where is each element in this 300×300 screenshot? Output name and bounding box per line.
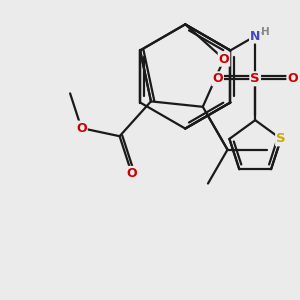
Text: H: H	[261, 27, 270, 37]
Text: S: S	[276, 132, 286, 146]
Text: O: O	[219, 53, 229, 66]
Text: O: O	[76, 122, 87, 135]
Text: S: S	[250, 72, 260, 85]
Text: O: O	[287, 72, 298, 85]
Text: O: O	[126, 167, 137, 180]
Text: O: O	[212, 72, 223, 85]
Text: N: N	[250, 30, 260, 43]
